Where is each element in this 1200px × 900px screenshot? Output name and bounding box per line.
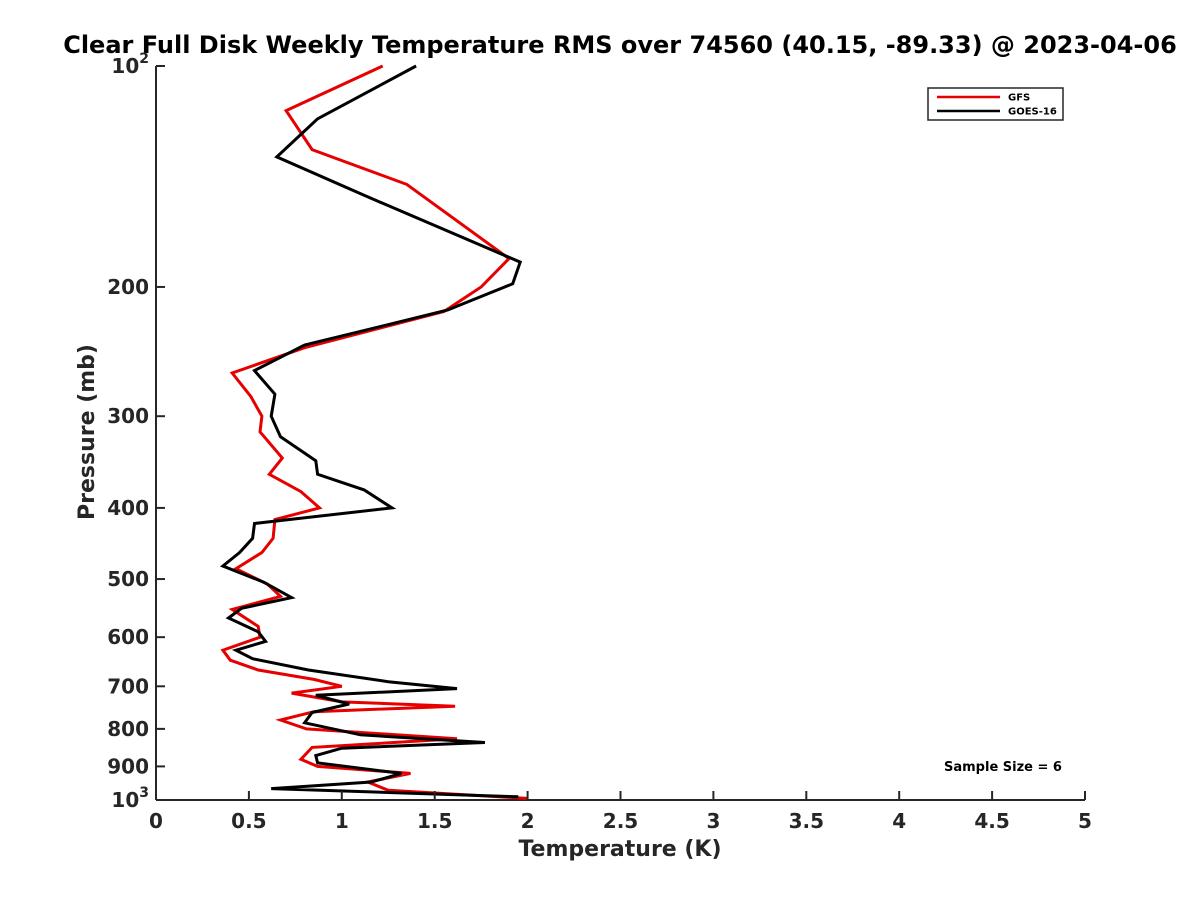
x-tick-label: 5 <box>1078 809 1092 833</box>
series-line-goes-16 <box>219 64 523 799</box>
y-tick-label: 103 <box>111 785 149 812</box>
x-axis-ticks: 0 0.5 1 1.5 2 2.5 3 3.5 4 4.5 5 <box>149 791 1092 833</box>
x-tick-label: 1 <box>335 809 349 833</box>
legend: GFS GOES-16 <box>927 87 1064 121</box>
y-tick-label: 400 <box>107 496 149 520</box>
x-tick-label: 4.5 <box>974 809 1009 833</box>
series-layer <box>219 64 528 800</box>
x-tick-label: 1.5 <box>417 809 452 833</box>
y-tick-label: 800 <box>107 717 149 741</box>
y-tick-label: 102 <box>111 51 149 78</box>
y-tick-label: 600 <box>107 625 149 649</box>
x-tick-label: 0.5 <box>231 809 266 833</box>
y-tick-label: 500 <box>107 567 149 591</box>
x-tick-label: 3.5 <box>789 809 824 833</box>
y-tick-label: 200 <box>107 275 149 299</box>
legend-label: GFS <box>1008 93 1030 104</box>
legend-label: GOES-16 <box>1008 107 1057 118</box>
y-tick-label: 300 <box>107 404 149 428</box>
x-tick-label: 4 <box>892 809 906 833</box>
y-tick-label: 900 <box>107 754 149 778</box>
x-tick-label: 2 <box>521 809 535 833</box>
y-axis-label: Pressure (mb) <box>75 344 100 520</box>
chart-title: Clear Full Disk Weekly Temperature RMS o… <box>63 31 1177 59</box>
x-axis-label: Temperature (K) <box>518 837 721 862</box>
x-tick-label: 2.5 <box>603 809 638 833</box>
y-axis-ticks: 102 200 300 400 500 600 700 800 900 103 <box>107 51 165 812</box>
x-tick-label: 0 <box>149 809 163 833</box>
sample-size-annotation: Sample Size = 6 <box>944 760 1062 775</box>
x-tick-label: 3 <box>706 809 720 833</box>
legend-box <box>927 87 1064 121</box>
y-tick-label: 700 <box>107 674 149 698</box>
